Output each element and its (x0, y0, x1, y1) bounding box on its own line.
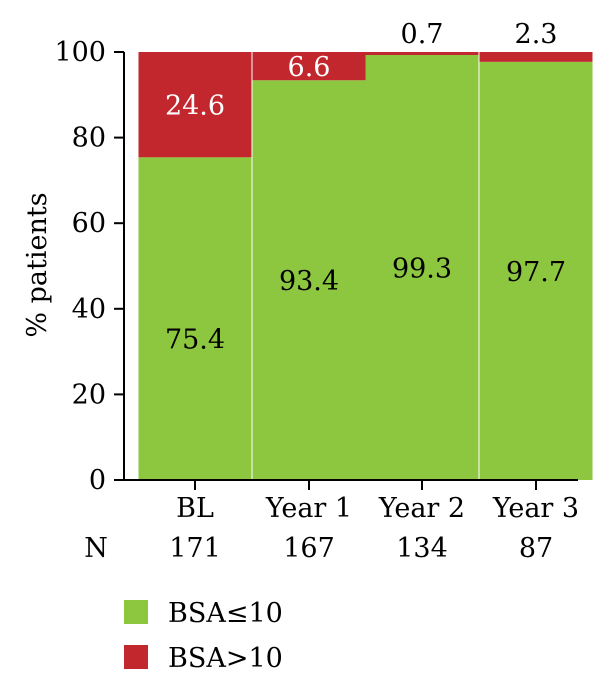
n-count-label: 167 (283, 533, 335, 564)
data-label: 0.7 (401, 19, 444, 50)
bar-segment (365, 52, 479, 55)
legend-swatch (124, 600, 148, 624)
x-tick-label: Year 1 (265, 493, 352, 524)
legend-label: BSA>10 (168, 643, 283, 674)
bar-segment (252, 52, 366, 81)
data-label: 24.6 (165, 91, 225, 122)
data-label: 97.7 (506, 257, 566, 288)
x-tick-label: Year 3 (492, 493, 579, 524)
legend: BSA≤10 BSA>10 (124, 598, 283, 674)
y-axis-label: % patients (22, 192, 53, 337)
bar-segment (138, 157, 252, 480)
bar-segment (365, 54, 479, 480)
data-label: 75.4 (165, 325, 225, 356)
y-tick-label: 80 (72, 123, 106, 154)
n-header: N (84, 533, 108, 564)
legend-label: BSA≤10 (168, 598, 283, 629)
plot-area: 0 20 40 60 80 100 75.4 24.6 BL 171 93.4 6.6 Year 1 16… (54, 19, 593, 564)
bar-segment (479, 52, 593, 62)
x-tick-label: Year 2 (378, 493, 465, 524)
bar-segment (479, 61, 593, 481)
y-tick-label: 0 (89, 465, 106, 496)
bar-segment (252, 80, 366, 481)
n-count-label: 171 (169, 533, 221, 564)
x-tick-label: BL (176, 493, 214, 524)
y-tick-label: 60 (72, 208, 106, 239)
data-label: 2.3 (515, 19, 558, 50)
bar-segment (138, 52, 252, 158)
y-tick-label: 40 (72, 294, 106, 325)
data-label: 93.4 (279, 266, 339, 297)
data-label: 99.3 (392, 253, 452, 284)
data-label: 6.6 (288, 52, 331, 83)
n-count-label: 134 (396, 533, 448, 564)
y-tick-label: 20 (72, 379, 106, 410)
n-count-label: 87 (519, 533, 553, 564)
y-tick-label: 100 (54, 37, 106, 68)
legend-swatch (124, 645, 148, 669)
